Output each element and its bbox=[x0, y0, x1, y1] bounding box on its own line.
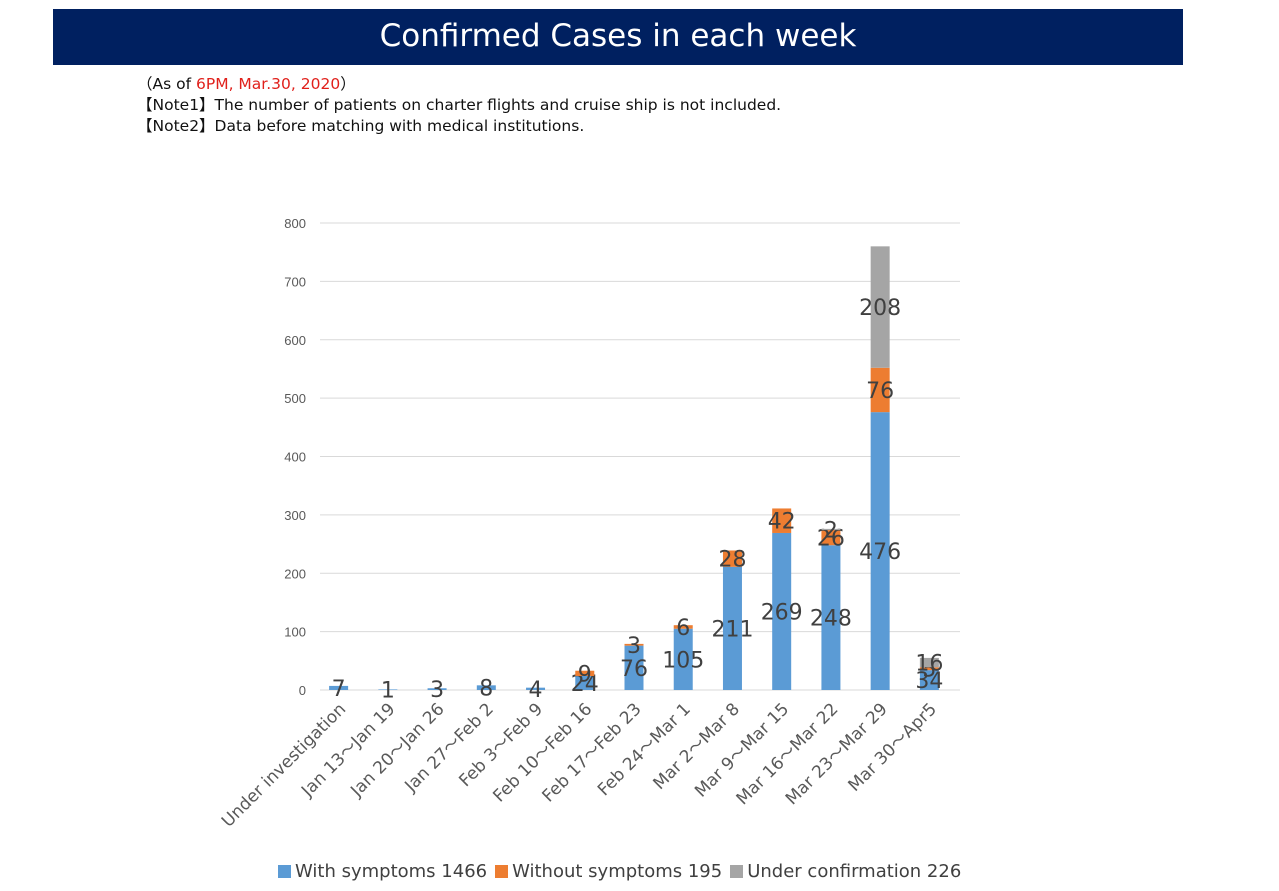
y-tick-label: 100 bbox=[284, 625, 306, 640]
y-tick-label: 700 bbox=[284, 274, 306, 289]
bar-segment-without-symptoms bbox=[673, 625, 693, 629]
bar-segment-under-confirmation bbox=[870, 246, 890, 368]
note-2: 【Note2】Data before matching with medical… bbox=[137, 117, 585, 135]
data-label: 9 bbox=[578, 662, 592, 687]
data-label: 3 bbox=[627, 634, 641, 659]
bar-segment-without-symptoms bbox=[870, 367, 890, 413]
data-label: 26 bbox=[817, 527, 845, 552]
data-label: 105 bbox=[662, 648, 704, 673]
y-tick-label: 0 bbox=[299, 683, 306, 698]
legend-item-under-confirmation: Under confirmation 226 bbox=[730, 861, 961, 882]
bar-segment-with-symptoms bbox=[329, 685, 349, 690]
data-label: 4 bbox=[529, 678, 543, 703]
as-of-date: 6PM, Mar.30, 2020 bbox=[195, 75, 341, 93]
y-tick-label: 400 bbox=[284, 450, 306, 465]
bar-segment-without-symptoms bbox=[722, 550, 742, 567]
data-label: 248 bbox=[810, 607, 852, 632]
y-tick-label: 600 bbox=[284, 333, 306, 348]
legend-item-without-symptoms: Without symptoms 195 bbox=[495, 861, 722, 882]
y-tick-label: 800 bbox=[284, 216, 306, 231]
data-label: 16 bbox=[915, 652, 943, 677]
data-label: 76 bbox=[620, 657, 648, 682]
legend-swatch bbox=[278, 865, 291, 878]
bar-segment-with-symptoms bbox=[673, 628, 693, 690]
data-label: 34 bbox=[915, 669, 943, 694]
data-label: 208 bbox=[859, 296, 901, 321]
note-1: 【Note1】The number of patients on charter… bbox=[137, 96, 782, 114]
bar-segment-with-symptoms bbox=[772, 532, 792, 690]
data-label: 2 bbox=[824, 518, 838, 543]
notes: （As of 6PM, Mar.30, 2020） 【Note1】The num… bbox=[137, 74, 781, 137]
bar-segment-without-symptoms bbox=[919, 667, 939, 671]
as-of-line: （As of 6PM, Mar.30, 2020） bbox=[137, 75, 356, 93]
data-label: 211 bbox=[711, 617, 753, 642]
x-tick-label: Mar 2～Mar 8 bbox=[650, 699, 744, 793]
y-tick-label: 300 bbox=[284, 508, 306, 523]
data-label: 42 bbox=[768, 510, 796, 535]
bar-segment-with-symptoms bbox=[476, 685, 496, 690]
y-tick-label: 200 bbox=[284, 566, 306, 581]
bar-segment-without-symptoms bbox=[624, 643, 644, 646]
bar-segment-with-symptoms bbox=[722, 566, 742, 690]
legend-item-with-symptoms: With symptoms 1466 bbox=[278, 861, 487, 882]
data-label: 8 bbox=[479, 677, 493, 702]
data-label: 7 bbox=[332, 677, 346, 702]
data-label: 1 bbox=[381, 679, 395, 704]
bar-segment-with-symptoms bbox=[575, 675, 595, 690]
x-tick-label: Mar 30～Apr5 bbox=[845, 699, 941, 795]
bar-segment-without-symptoms bbox=[821, 530, 841, 546]
bar-segment-with-symptoms bbox=[526, 687, 546, 690]
legend-swatch bbox=[495, 865, 509, 878]
data-label: 28 bbox=[718, 548, 746, 573]
bar-segment-with-symptoms bbox=[427, 688, 447, 690]
page-title: Confirmed Cases in each week bbox=[53, 9, 1183, 65]
legend: With symptoms 1466 Without symptoms 195 … bbox=[278, 861, 963, 882]
data-label: 3 bbox=[430, 678, 444, 703]
bar-segment-without-symptoms bbox=[772, 508, 792, 533]
bar-segment-with-symptoms bbox=[378, 689, 398, 690]
bar-segment-with-symptoms bbox=[624, 645, 644, 690]
data-label: 269 bbox=[761, 600, 803, 625]
data-label: 76 bbox=[866, 379, 894, 404]
bar-segment-with-symptoms bbox=[870, 412, 890, 690]
legend-swatch bbox=[730, 865, 744, 878]
bar-segment-with-symptoms bbox=[821, 545, 841, 690]
bar-segment-without-symptoms bbox=[575, 670, 595, 676]
data-label: 6 bbox=[676, 616, 690, 641]
y-tick-label: 500 bbox=[284, 391, 306, 406]
bar-segment-with-symptoms bbox=[919, 670, 939, 690]
bar-segment-under-confirmation bbox=[821, 528, 841, 531]
bar-segment-under-confirmation bbox=[919, 657, 939, 668]
data-label: 476 bbox=[859, 540, 901, 565]
data-label: 24 bbox=[571, 672, 599, 697]
